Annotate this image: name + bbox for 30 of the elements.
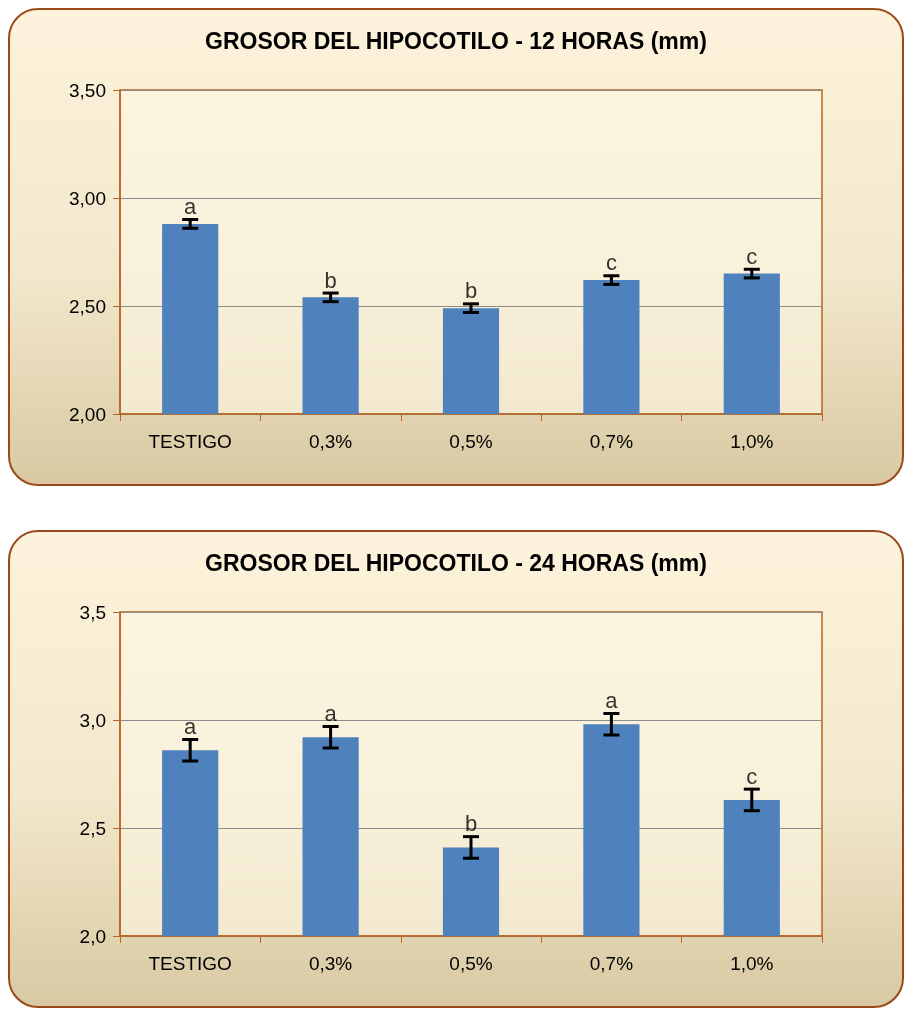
- x-tick-label: 0,5%: [449, 953, 493, 974]
- annotation: c: [746, 243, 758, 269]
- annotation: a: [184, 194, 198, 220]
- annotation: a: [324, 700, 338, 726]
- x-tick-label: 0,5%: [449, 431, 493, 452]
- x-tick-label: 1,0%: [730, 953, 774, 974]
- annotation: a: [605, 688, 619, 714]
- y-tick-label: 2,00: [69, 403, 106, 425]
- y-tick-label: 2,0: [79, 925, 106, 947]
- chart-title: GROSOR DEL HIPOCOTILO - 24 HORAS (mm): [205, 549, 707, 576]
- y-tick-label: 2,50: [69, 295, 106, 317]
- y-tick-label: 3,50: [69, 79, 106, 101]
- y-tick-label: 2,5: [79, 817, 106, 839]
- annotation: c: [605, 250, 617, 276]
- annotation: c: [746, 763, 758, 789]
- x-tick-label: 0,3%: [308, 431, 353, 452]
- y-tick-label: 3,00: [69, 187, 106, 209]
- x-tick-label: 0,7%: [589, 431, 634, 452]
- y-tick-label: 3,0: [79, 709, 106, 731]
- x-tick-label: 0,3%: [308, 953, 353, 974]
- y-tick-label: 3,5: [79, 601, 106, 623]
- x-tick-label: TESTIGO: [148, 953, 232, 974]
- x-tick-label: TESTIGO: [148, 431, 232, 452]
- chart-title: GROSOR DEL HIPOCOTILO - 12 HORAS (mm): [205, 27, 707, 54]
- x-tick-label: 0,7%: [589, 953, 634, 974]
- annotation: b: [324, 267, 337, 293]
- annotation: a: [184, 713, 198, 739]
- annotation: b: [464, 278, 478, 304]
- x-tick-label: 1,0%: [730, 431, 774, 452]
- annotation: b: [464, 811, 478, 837]
